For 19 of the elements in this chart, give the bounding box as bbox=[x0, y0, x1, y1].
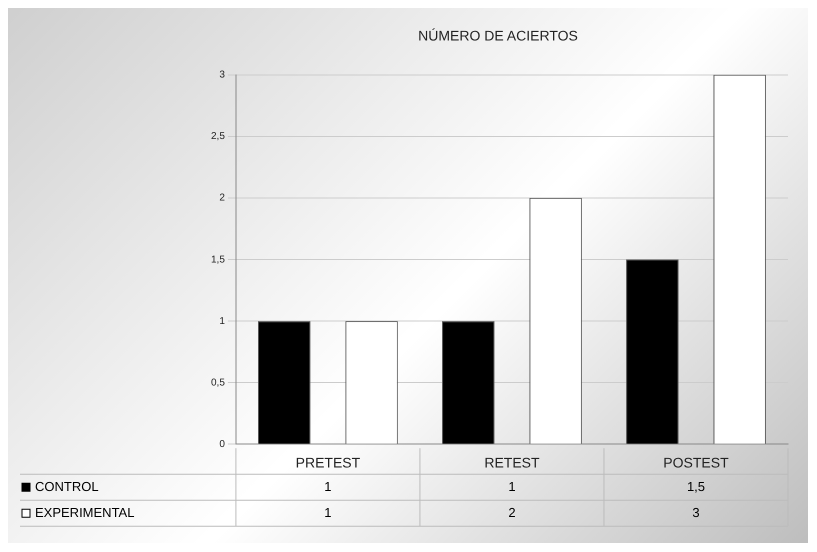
y-tick-label: 0,5 bbox=[210, 377, 226, 388]
y-tick-label: 2 bbox=[219, 192, 226, 204]
y-tick-label: 2,5 bbox=[210, 131, 226, 142]
y-tick-label: 0 bbox=[219, 438, 226, 450]
y-tick-label: 3 bbox=[219, 70, 226, 81]
data-label: 1 bbox=[508, 478, 516, 494]
legend-label: EXPERIMENTAL bbox=[35, 504, 134, 520]
chart-title: NÚMERO DE ACIERTOS bbox=[418, 27, 578, 44]
x-tick-label: PRETEST bbox=[296, 454, 361, 470]
data-label: 3 bbox=[692, 504, 700, 520]
x-tick-label: RETEST bbox=[484, 454, 540, 470]
x-tick-label: POSTEST bbox=[663, 454, 730, 470]
data-label: 1 bbox=[324, 478, 332, 494]
data-label: 2 bbox=[508, 504, 516, 520]
legend-label: CONTROL bbox=[35, 478, 99, 494]
y-tick-label: 1 bbox=[219, 316, 226, 327]
y-tick-label: 1,5 bbox=[210, 254, 226, 266]
data-label: 1 bbox=[324, 504, 332, 520]
data-label: 1,5 bbox=[686, 478, 706, 494]
